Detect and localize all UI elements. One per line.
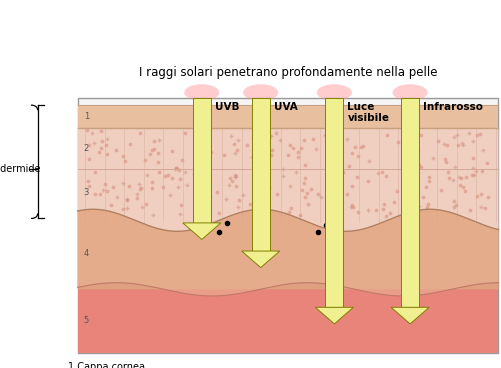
Text: 3: 3 (84, 188, 89, 197)
Polygon shape (193, 98, 211, 223)
Text: Luce
visibile: Luce visibile (347, 102, 389, 123)
Text: 1 Cappa cornea: 1 Cappa cornea (68, 362, 145, 368)
Text: 4: 4 (84, 249, 89, 258)
Polygon shape (183, 223, 221, 240)
Polygon shape (401, 98, 419, 307)
Polygon shape (315, 307, 353, 324)
Ellipse shape (184, 84, 219, 101)
Ellipse shape (393, 84, 428, 101)
Polygon shape (252, 98, 270, 251)
Text: Infrarosso: Infrarosso (423, 102, 483, 112)
Text: 1: 1 (84, 112, 89, 121)
Ellipse shape (243, 84, 278, 101)
FancyBboxPatch shape (78, 98, 498, 353)
Text: UVA: UVA (274, 102, 298, 112)
Text: UVB: UVB (215, 102, 239, 112)
Text: Epidermide: Epidermide (0, 164, 40, 174)
Polygon shape (391, 307, 429, 324)
Text: 5: 5 (84, 315, 89, 325)
Polygon shape (78, 209, 498, 289)
FancyBboxPatch shape (78, 289, 498, 353)
Text: I raggi solari penetrano profondamente nella pelle: I raggi solari penetrano profondamente n… (139, 66, 437, 79)
Polygon shape (241, 251, 280, 268)
Polygon shape (325, 98, 343, 307)
Polygon shape (78, 128, 498, 231)
Polygon shape (78, 209, 498, 296)
Ellipse shape (317, 84, 352, 101)
Text: 2: 2 (84, 144, 89, 153)
FancyBboxPatch shape (78, 105, 498, 128)
